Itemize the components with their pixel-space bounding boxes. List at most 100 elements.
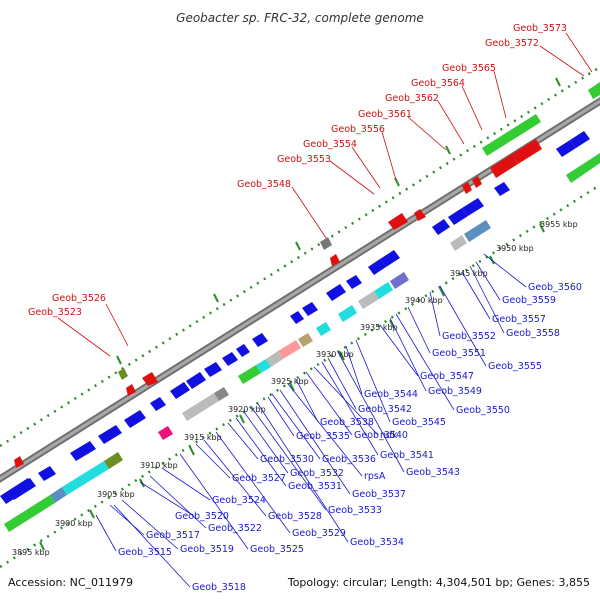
forward-gene[interactable] (252, 333, 268, 347)
gene-label[interactable]: Geob_3530 (260, 454, 314, 465)
forward-gene[interactable] (448, 208, 468, 225)
forward-gene[interactable] (170, 382, 190, 399)
gene-label[interactable]: Geob_3536 (322, 454, 376, 465)
reverse-gene[interactable] (414, 209, 426, 221)
gene-label[interactable]: Geob_3548 (237, 179, 291, 190)
forward-gene[interactable] (368, 259, 386, 275)
cds-block[interactable] (104, 452, 123, 469)
forward-gene[interactable] (380, 250, 400, 267)
forward-gene[interactable] (346, 275, 362, 289)
reverse-gene[interactable] (14, 456, 24, 468)
gene-label[interactable]: Geob_3562 (385, 93, 439, 104)
gene-label[interactable]: Geob_3560 (528, 282, 582, 293)
gene-label[interactable]: Geob_3545 (392, 417, 446, 428)
gene-label[interactable]: Geob_3535 (296, 431, 350, 442)
gene-label[interactable]: Geob_3558 (506, 328, 560, 339)
gene-label[interactable]: Geob_3533 (328, 505, 382, 516)
cds-block[interactable] (256, 359, 271, 373)
gene-label[interactable]: Geob_3551 (432, 348, 486, 359)
gene-label[interactable]: Geob_3515 (118, 547, 172, 558)
forward-gene[interactable] (204, 362, 222, 377)
gene-label[interactable]: Geob_3556 (331, 124, 385, 135)
forward-gene[interactable] (98, 425, 122, 444)
forward-gene[interactable] (556, 140, 576, 157)
cds-block[interactable] (182, 393, 219, 421)
reverse-gene[interactable] (472, 176, 482, 188)
gene-label[interactable]: Geob_3531 (288, 481, 342, 492)
forward-gene[interactable] (462, 198, 484, 216)
gene-label[interactable]: Geob_3559 (502, 295, 556, 306)
cds-block[interactable] (4, 495, 55, 532)
gene-label[interactable]: ndk (380, 430, 398, 441)
gene-label[interactable]: Geob_3518 (192, 582, 246, 593)
cds-block[interactable] (298, 333, 313, 347)
gene-label[interactable]: Geob_3543 (406, 467, 460, 478)
gene-label[interactable]: Geob_3541 (380, 450, 434, 461)
forward-gene[interactable] (70, 441, 96, 461)
cds-block[interactable] (374, 282, 393, 299)
cds-block[interactable] (358, 291, 379, 309)
gene-label[interactable]: Geob_3540 (354, 430, 408, 441)
gene-label[interactable]: Geob_3555 (488, 361, 542, 372)
gene-label[interactable]: Geob_3523 (28, 307, 82, 318)
cds-block[interactable] (464, 220, 491, 242)
cds-block[interactable] (338, 305, 357, 322)
reverse-gene[interactable] (462, 182, 472, 194)
reverse-gene[interactable] (512, 139, 542, 164)
forward-gene[interactable] (290, 311, 304, 324)
cds-block[interactable] (214, 387, 229, 401)
gene-label[interactable]: Geob_3534 (350, 537, 404, 548)
cds-block[interactable] (266, 351, 283, 367)
gene-label[interactable]: Geob_3528 (268, 511, 322, 522)
gene-label[interactable]: Geob_3572 (485, 38, 539, 49)
gene-label[interactable]: Geob_3529 (292, 528, 346, 539)
gene-label[interactable]: Geob_3527 (232, 473, 286, 484)
gene-label[interactable]: Geob_3573 (513, 23, 567, 34)
cds-block[interactable] (62, 461, 109, 495)
gene-label[interactable]: Geob_3524 (212, 495, 266, 506)
forward-gene[interactable] (222, 352, 238, 366)
cds-block[interactable] (320, 237, 332, 250)
reverse-gene[interactable] (330, 254, 340, 266)
gene-label[interactable]: Geob_3557 (492, 314, 546, 325)
gene-label[interactable]: Geob_3550 (456, 405, 510, 416)
reverse-gene[interactable] (490, 154, 518, 178)
cds-block[interactable] (588, 82, 600, 99)
gene-label[interactable]: Geob_3526 (52, 293, 106, 304)
gene-label[interactable]: Geob_3522 (208, 523, 262, 534)
gene-label[interactable]: Geob_3544 (364, 389, 418, 400)
cds-block[interactable] (238, 365, 261, 384)
gene-label[interactable]: Geob_3549 (428, 386, 482, 397)
gene-label[interactable]: Geob_3525 (250, 544, 304, 555)
cds-block[interactable] (278, 340, 301, 359)
cds-block[interactable] (118, 368, 128, 380)
gene-label[interactable]: Geob_3554 (303, 139, 357, 150)
gene-label[interactable]: Geob_3565 (442, 63, 496, 74)
gene-label[interactable]: Geob_3553 (277, 154, 331, 165)
gene-label[interactable]: Geob_3520 (175, 511, 229, 522)
cds-block[interactable] (50, 487, 67, 503)
cds-block[interactable] (390, 272, 409, 289)
cds-block[interactable] (316, 322, 331, 336)
forward-gene[interactable] (186, 372, 206, 389)
forward-gene[interactable] (326, 284, 346, 301)
gene-label[interactable]: Geob_3561 (358, 109, 412, 120)
reverse-gene[interactable] (126, 384, 136, 396)
gene-label[interactable]: Geob_3517 (146, 530, 200, 541)
gene-label[interactable]: Geob_3537 (352, 489, 406, 500)
forward-gene[interactable] (150, 397, 166, 411)
gene-label[interactable]: Geob_3519 (180, 544, 234, 555)
cds-block[interactable] (158, 426, 173, 440)
forward-gene[interactable] (124, 410, 146, 428)
forward-gene[interactable] (432, 219, 450, 235)
gene-label[interactable]: Geob_3538 (320, 417, 374, 428)
cds-block[interactable] (450, 235, 467, 251)
gene-label[interactable]: Geob_3552 (442, 331, 496, 342)
forward-gene[interactable] (302, 302, 318, 316)
forward-gene[interactable] (38, 466, 56, 481)
forward-gene[interactable] (570, 131, 590, 148)
gene-label[interactable]: Geob_3564 (411, 78, 465, 89)
forward-gene[interactable] (8, 478, 36, 500)
gene-label[interactable]: rpsA (364, 471, 386, 482)
reverse-gene[interactable] (388, 213, 408, 230)
